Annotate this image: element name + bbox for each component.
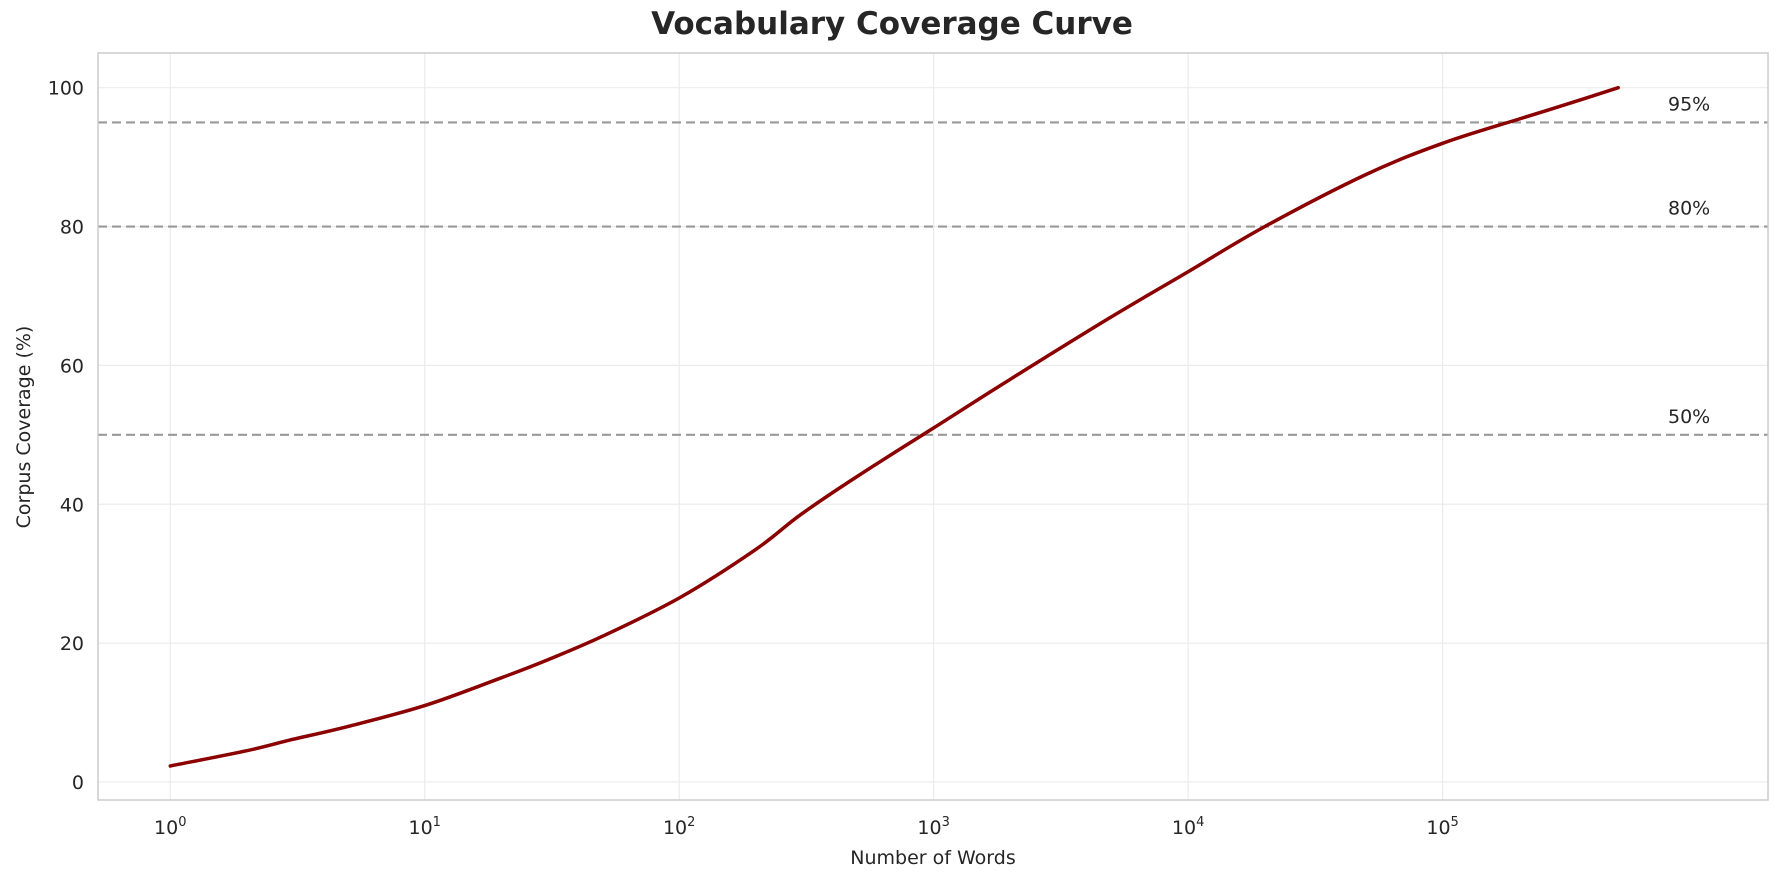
axes-frame (97, 52, 1769, 801)
x-axis-ticks: 100 101 102 103 104 105 (154, 815, 1459, 839)
y-tick-label: 100 (48, 78, 84, 100)
y-tick-label: 40 (60, 494, 84, 516)
y-tick-label: 0 (72, 772, 84, 794)
x-axis-label: Number of Words (850, 847, 1015, 869)
x-tick-label: 105 (1426, 815, 1458, 839)
reference-label-95: 95% (1668, 93, 1710, 115)
y-tick-label: 20 (60, 633, 84, 655)
x-tick-label: 103 (917, 815, 949, 839)
reference-label-80: 80% (1668, 198, 1710, 220)
coverage-line (168, 85, 1620, 768)
reference-labels: 50% 80% 95% (1668, 93, 1710, 427)
x-tick-label: 101 (408, 815, 440, 839)
x-tick-label: 100 (154, 815, 186, 839)
x-tick-label: 102 (663, 815, 695, 839)
x-tick-label: 104 (1172, 815, 1204, 839)
y-axis-ticks: 0 20 40 60 80 100 (48, 78, 84, 794)
y-axis-label: Corpus Coverage (%) (13, 326, 35, 529)
y-tick-label: 80 (60, 217, 84, 239)
chart-title: Vocabulary Coverage Curve (651, 6, 1133, 42)
reference-label-50: 50% (1668, 406, 1710, 428)
y-tick-label: 60 (60, 355, 84, 377)
reference-lines (98, 121, 1768, 436)
